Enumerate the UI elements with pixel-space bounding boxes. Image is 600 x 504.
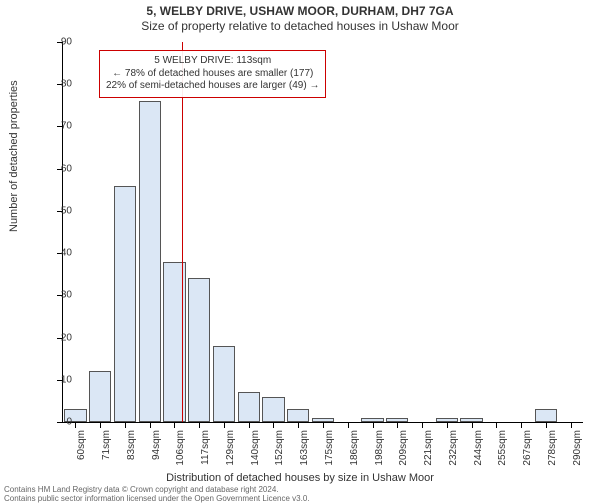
x-tick-label: 152sqm bbox=[274, 430, 285, 480]
x-tick-label: 221sqm bbox=[423, 430, 434, 480]
x-tick bbox=[75, 422, 76, 428]
x-tick-label: 140sqm bbox=[250, 430, 261, 480]
x-tick bbox=[521, 422, 522, 428]
y-tick-label: 20 bbox=[32, 332, 72, 343]
y-tick-label: 0 bbox=[32, 417, 72, 428]
chart-area: 5 WELBY DRIVE: 113sqm← 78% of detached h… bbox=[62, 42, 582, 422]
y-tick-label: 80 bbox=[32, 79, 72, 90]
footer-attribution: Contains HM Land Registry data © Crown c… bbox=[4, 485, 310, 503]
annotation-line: ← 78% of detached houses are smaller (17… bbox=[106, 68, 319, 81]
x-tick-label: 244sqm bbox=[473, 430, 484, 480]
x-tick bbox=[422, 422, 423, 428]
x-tick-label: 255sqm bbox=[497, 430, 508, 480]
x-tick bbox=[150, 422, 151, 428]
x-tick bbox=[100, 422, 101, 428]
x-tick bbox=[571, 422, 572, 428]
histogram-bar bbox=[114, 186, 136, 422]
x-tick-label: 60sqm bbox=[76, 430, 87, 480]
histogram-bar bbox=[262, 397, 284, 422]
x-tick bbox=[373, 422, 374, 428]
annotation-line: 5 WELBY DRIVE: 113sqm bbox=[106, 55, 319, 68]
x-tick bbox=[249, 422, 250, 428]
histogram-bar bbox=[287, 409, 309, 422]
x-tick-label: 117sqm bbox=[200, 430, 211, 480]
x-tick-label: 71sqm bbox=[101, 430, 112, 480]
x-tick-label: 267sqm bbox=[522, 430, 533, 480]
x-tick bbox=[199, 422, 200, 428]
x-tick bbox=[224, 422, 225, 428]
x-tick bbox=[447, 422, 448, 428]
x-tick bbox=[546, 422, 547, 428]
chart-container: 5, WELBY DRIVE, USHAW MOOR, DURHAM, DH7 … bbox=[0, 4, 600, 504]
histogram-bar bbox=[213, 346, 235, 422]
x-tick-label: 232sqm bbox=[448, 430, 459, 480]
footer-line1: Contains HM Land Registry data © Crown c… bbox=[4, 485, 310, 494]
y-tick-label: 50 bbox=[32, 205, 72, 216]
x-tick bbox=[348, 422, 349, 428]
y-tick-label: 30 bbox=[32, 290, 72, 301]
y-axis-title: Number of detached properties bbox=[8, 80, 20, 232]
x-tick bbox=[174, 422, 175, 428]
reference-line bbox=[182, 42, 183, 422]
x-tick bbox=[323, 422, 324, 428]
y-tick-label: 40 bbox=[32, 248, 72, 259]
histogram-bar bbox=[139, 101, 161, 422]
x-tick bbox=[496, 422, 497, 428]
x-tick-label: 94sqm bbox=[151, 430, 162, 480]
page-title: 5, WELBY DRIVE, USHAW MOOR, DURHAM, DH7 … bbox=[0, 4, 600, 18]
x-tick bbox=[298, 422, 299, 428]
x-tick-label: 106sqm bbox=[175, 430, 186, 480]
footer-line2: Contains public sector information licen… bbox=[4, 494, 310, 503]
x-tick-label: 209sqm bbox=[398, 430, 409, 480]
y-tick-label: 10 bbox=[32, 374, 72, 385]
y-tick-label: 90 bbox=[32, 37, 72, 48]
x-tick-label: 83sqm bbox=[126, 430, 137, 480]
x-tick-label: 278sqm bbox=[547, 430, 558, 480]
annotation-line: 22% of semi-detached houses are larger (… bbox=[106, 80, 319, 93]
x-tick bbox=[472, 422, 473, 428]
x-tick bbox=[397, 422, 398, 428]
x-tick bbox=[125, 422, 126, 428]
histogram-bar bbox=[89, 371, 111, 422]
x-tick-label: 290sqm bbox=[572, 430, 583, 480]
y-tick-label: 60 bbox=[32, 163, 72, 174]
x-tick bbox=[273, 422, 274, 428]
annotation-box: 5 WELBY DRIVE: 113sqm← 78% of detached h… bbox=[99, 50, 326, 98]
x-tick-label: 129sqm bbox=[225, 430, 236, 480]
histogram-bar bbox=[535, 409, 557, 422]
plot-area: 5 WELBY DRIVE: 113sqm← 78% of detached h… bbox=[62, 42, 583, 423]
x-tick-label: 186sqm bbox=[349, 430, 360, 480]
x-tick-label: 175sqm bbox=[324, 430, 335, 480]
page-subtitle: Size of property relative to detached ho… bbox=[0, 19, 600, 33]
histogram-bar bbox=[188, 278, 210, 422]
y-tick-label: 70 bbox=[32, 121, 72, 132]
x-tick-label: 163sqm bbox=[299, 430, 310, 480]
x-tick-label: 198sqm bbox=[374, 430, 385, 480]
histogram-bar bbox=[238, 392, 260, 422]
